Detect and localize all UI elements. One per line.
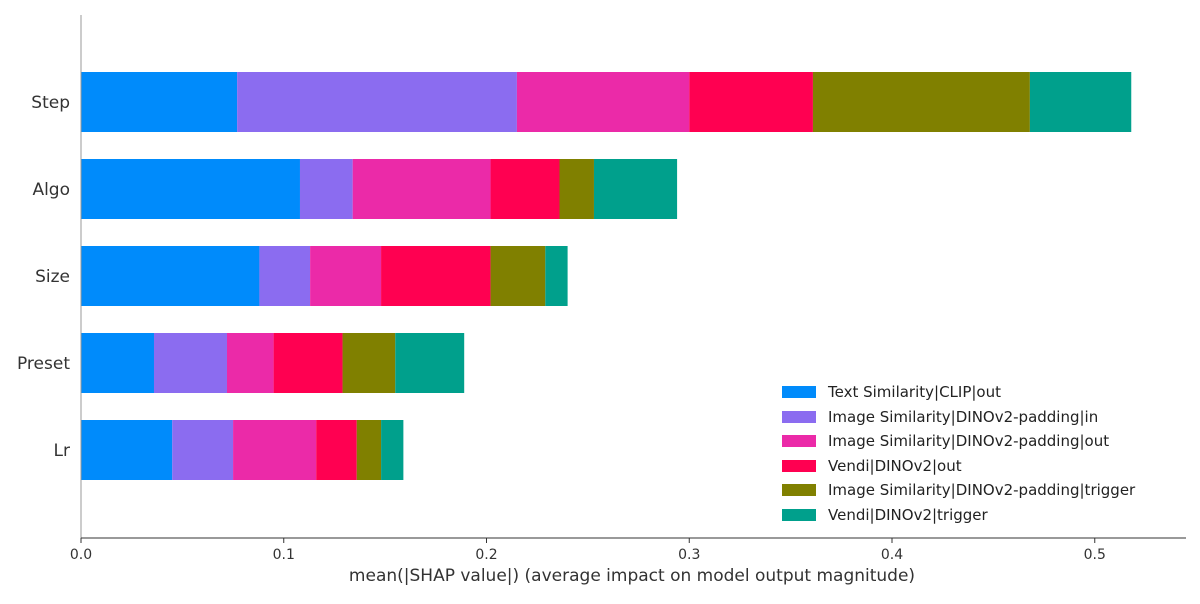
bars-layer bbox=[81, 72, 1132, 480]
bar-algo-series-5 bbox=[559, 159, 594, 219]
bar-size-series-5 bbox=[490, 246, 546, 306]
legend-swatch bbox=[782, 435, 816, 448]
axes-layer: Step Algo Size Preset Lr 0.0 0.1 0.2 0.3 0.4 0.5 bbox=[17, 15, 1186, 563]
legend-label: Image Similarity|DINOv2-padding|in bbox=[828, 407, 1099, 426]
bar-lr-series-4 bbox=[316, 420, 357, 480]
bar-size-series-2 bbox=[259, 246, 311, 306]
legend-swatch bbox=[782, 508, 816, 521]
legend-swatch bbox=[782, 386, 816, 399]
x-tick-label: 0.3 bbox=[678, 547, 700, 563]
bar-preset-series-6 bbox=[395, 333, 465, 393]
bar-size-series-3 bbox=[310, 246, 382, 306]
bar-step-series-4 bbox=[689, 72, 813, 132]
bar-lr-series-2 bbox=[172, 420, 234, 480]
y-tick-label-step: Step bbox=[31, 93, 70, 113]
legend-label: Vendi|DINOv2|out bbox=[828, 456, 962, 475]
bar-algo-series-4 bbox=[490, 159, 560, 219]
bar-lr-series-1 bbox=[81, 420, 173, 480]
bar-preset-series-5 bbox=[342, 333, 396, 393]
x-tick-label: 0.1 bbox=[273, 547, 295, 563]
bar-step-series-1 bbox=[81, 72, 238, 132]
bar-preset-series-4 bbox=[273, 333, 343, 393]
bar-step-series-5 bbox=[812, 72, 1030, 132]
legend-swatch bbox=[782, 484, 816, 497]
y-tick-label-algo: Algo bbox=[32, 180, 70, 200]
legend-item: Text Similarity|CLIP|out bbox=[782, 380, 1135, 405]
bar-lr-series-3 bbox=[233, 420, 317, 480]
bar-algo-series-3 bbox=[352, 159, 491, 219]
legend-item: Image Similarity|DINOv2-padding|out bbox=[782, 429, 1135, 454]
bar-preset-series-1 bbox=[81, 333, 154, 393]
legend-item: Image Similarity|DINOv2-padding|trigger bbox=[782, 478, 1135, 503]
x-axis-label: mean(|SHAP value|) (average impact on mo… bbox=[349, 566, 915, 586]
legend-item: Image Similarity|DINOv2-padding|in bbox=[782, 405, 1135, 430]
bar-preset-series-3 bbox=[226, 333, 274, 393]
x-tick-label: 0.4 bbox=[881, 547, 903, 563]
bar-preset-series-2 bbox=[153, 333, 227, 393]
legend-swatch bbox=[782, 410, 816, 423]
x-tick-label: 0.5 bbox=[1084, 547, 1106, 563]
bar-lr-series-5 bbox=[356, 420, 382, 480]
bar-step-series-6 bbox=[1029, 72, 1132, 132]
bar-algo-series-1 bbox=[81, 159, 300, 219]
y-tick-label-lr: Lr bbox=[54, 441, 70, 461]
y-tick-label-size: Size bbox=[35, 267, 70, 287]
legend-item: Vendi|DINOv2|trigger bbox=[782, 503, 1135, 528]
bar-step-series-2 bbox=[237, 72, 517, 132]
legend-label: Image Similarity|DINOv2-padding|out bbox=[828, 432, 1110, 451]
bar-algo-series-2 bbox=[299, 159, 353, 219]
legend-swatch bbox=[782, 459, 816, 472]
legend-label: Image Similarity|DINOv2-padding|trigger bbox=[828, 481, 1136, 500]
bar-size-series-6 bbox=[545, 246, 568, 306]
x-tick-label: 0.0 bbox=[70, 547, 92, 563]
bar-algo-series-6 bbox=[593, 159, 678, 219]
bar-step-series-3 bbox=[516, 72, 690, 132]
bar-lr-series-6 bbox=[381, 420, 404, 480]
legend-item: Vendi|DINOv2|out bbox=[782, 454, 1135, 479]
legend-label: Text Similarity|CLIP|out bbox=[828, 383, 1001, 402]
y-tick-label-preset: Preset bbox=[17, 354, 70, 374]
legend: Text Similarity|CLIP|out Image Similarity… bbox=[782, 380, 1135, 527]
bar-size-series-4 bbox=[381, 246, 491, 306]
bar-size-series-1 bbox=[81, 246, 260, 306]
legend-label: Vendi|DINOv2|trigger bbox=[828, 505, 988, 524]
x-tick-label: 0.2 bbox=[475, 547, 497, 563]
